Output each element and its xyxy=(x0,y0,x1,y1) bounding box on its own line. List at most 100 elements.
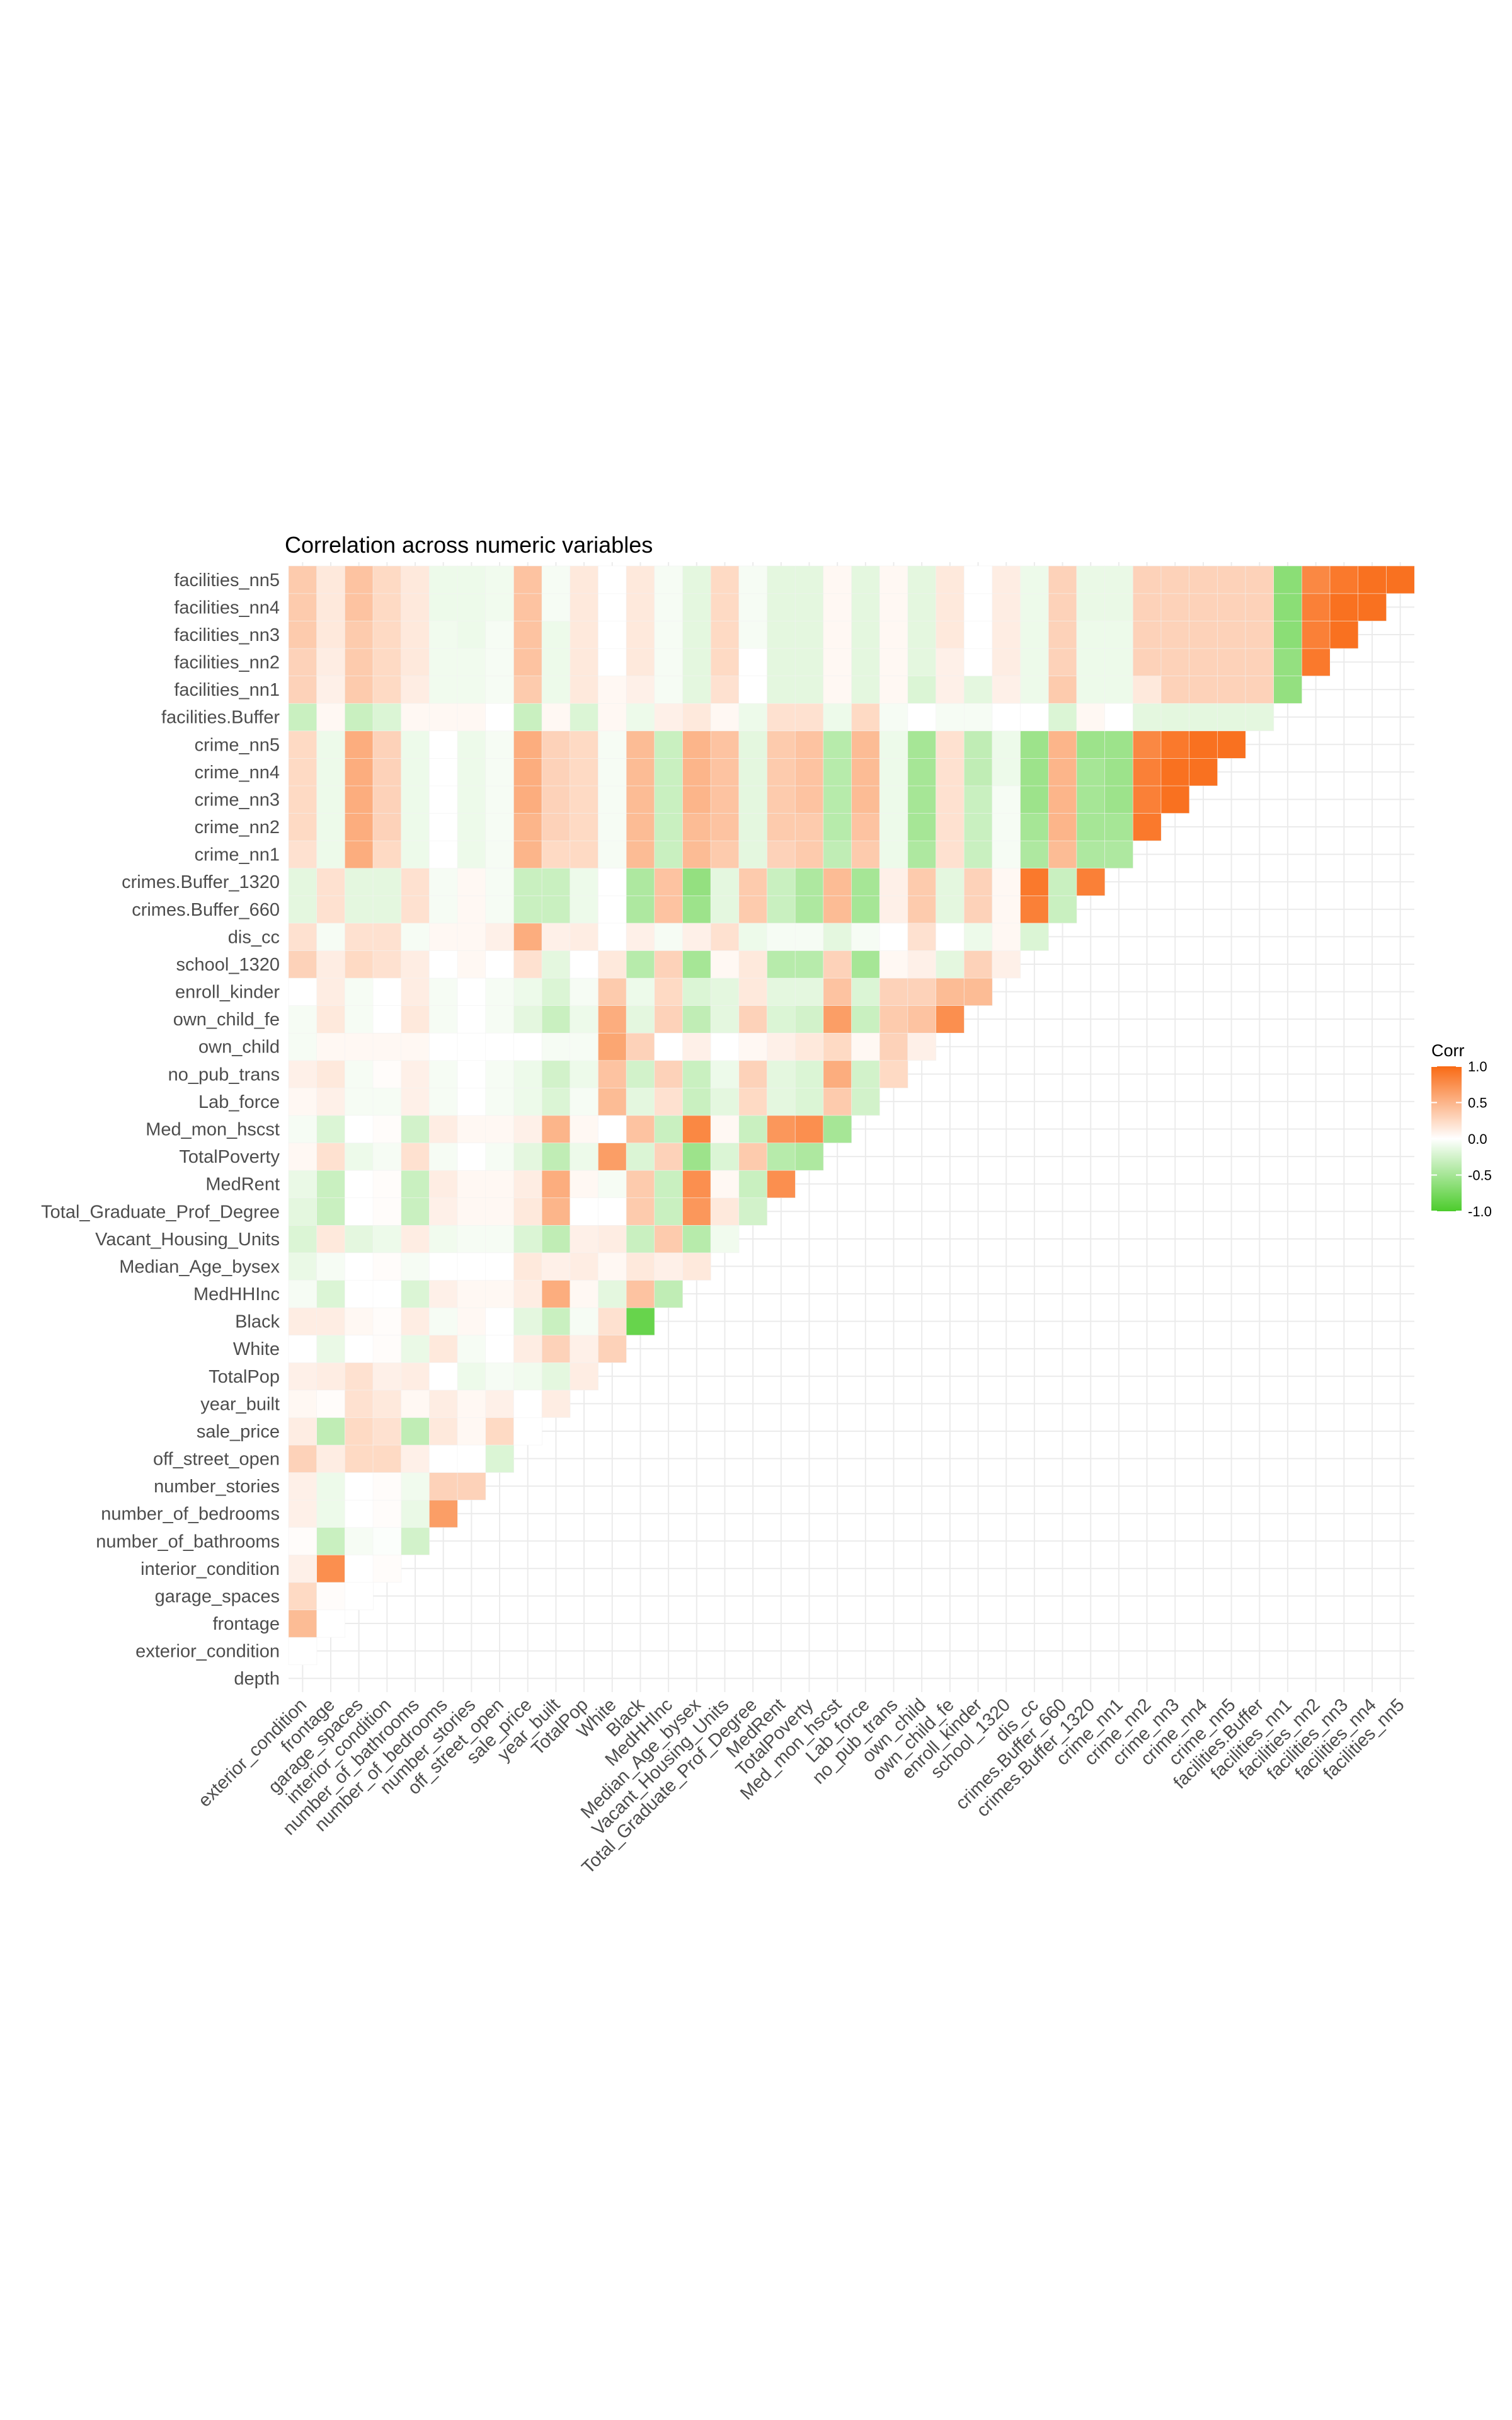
heatmap-cell xyxy=(992,840,1021,869)
heatmap-cell xyxy=(598,1224,627,1253)
heatmap-cell xyxy=(513,1087,542,1116)
heatmap-cell xyxy=(626,840,655,869)
heatmap-cell xyxy=(541,1032,571,1061)
heatmap-cell xyxy=(1273,565,1302,594)
heatmap-cell xyxy=(851,895,880,924)
heatmap-cell xyxy=(372,1417,402,1446)
heatmap-cell xyxy=(738,923,768,951)
heatmap-cell xyxy=(541,1390,571,1418)
heatmap-cell xyxy=(429,1115,458,1143)
heatmap-cell xyxy=(1160,620,1190,649)
heatmap-cell xyxy=(345,840,374,869)
legend-tick-label: -0.5 xyxy=(1468,1168,1492,1184)
heatmap-cell xyxy=(992,676,1021,704)
heatmap-cell xyxy=(316,1444,345,1473)
heatmap-cell xyxy=(485,758,514,786)
heatmap-cell xyxy=(879,1060,908,1088)
heatmap-cell xyxy=(936,895,965,924)
heatmap-cell xyxy=(570,923,599,951)
heatmap-cell xyxy=(1020,676,1049,704)
heatmap-cell xyxy=(654,758,684,786)
heatmap-cell xyxy=(794,620,824,649)
heatmap-cell xyxy=(541,1335,571,1363)
heatmap-cell xyxy=(1104,812,1133,841)
heatmap-cell xyxy=(570,648,599,676)
heatmap-cell xyxy=(907,703,937,732)
heatmap-cell xyxy=(738,758,768,786)
y-tick-label: dis_cc xyxy=(228,927,280,947)
heatmap-cell xyxy=(851,676,880,704)
heatmap-cell xyxy=(626,1032,655,1061)
heatmap-cell xyxy=(401,950,430,979)
heatmap-cell xyxy=(345,730,374,759)
heatmap-cell xyxy=(1160,730,1190,759)
heatmap-cell xyxy=(513,950,542,979)
heatmap-cell xyxy=(1020,840,1049,869)
heatmap-cell xyxy=(457,1032,486,1061)
heatmap-cell xyxy=(372,565,402,594)
heatmap-cell xyxy=(767,1032,796,1061)
heatmap-cell xyxy=(710,593,740,621)
heatmap-cell xyxy=(288,1472,318,1501)
heatmap-cell xyxy=(345,1527,374,1555)
heatmap-cell xyxy=(457,1060,486,1088)
heatmap-cell xyxy=(1245,565,1274,594)
heatmap-cell xyxy=(992,593,1021,621)
heatmap-cell xyxy=(372,1252,402,1281)
heatmap-cell xyxy=(710,895,740,924)
heatmap-cell xyxy=(457,950,486,979)
heatmap-cell xyxy=(288,1637,318,1666)
heatmap-cell xyxy=(372,676,402,704)
heatmap-cell xyxy=(879,812,908,841)
heatmap-cell xyxy=(794,730,824,759)
heatmap-cell xyxy=(401,1362,430,1391)
heatmap-cell xyxy=(626,923,655,951)
heatmap-cell xyxy=(1076,758,1106,786)
heatmap-cell xyxy=(598,1252,627,1281)
heatmap-cell xyxy=(1189,593,1218,621)
heatmap-cell xyxy=(316,1197,345,1226)
heatmap-cell xyxy=(429,977,458,1006)
chart-title: Correlation across numeric variables xyxy=(285,532,653,558)
heatmap-cell xyxy=(936,676,965,704)
heatmap-cell xyxy=(288,1087,318,1116)
heatmap-cell xyxy=(823,565,852,594)
heatmap-cell xyxy=(570,1060,599,1088)
heatmap-cell xyxy=(457,1224,486,1253)
heatmap-cell xyxy=(345,1307,374,1335)
heatmap-cell xyxy=(1189,648,1218,676)
heatmap-cell xyxy=(738,703,768,732)
heatmap-cell xyxy=(485,868,514,896)
heatmap-cell xyxy=(457,1390,486,1418)
heatmap-cell xyxy=(682,1087,711,1116)
heatmap-cell xyxy=(1048,565,1077,594)
heatmap-cell xyxy=(963,758,993,786)
heatmap-cell xyxy=(513,1005,542,1034)
heatmap-cell xyxy=(823,703,852,732)
heatmap-cell xyxy=(288,1307,318,1335)
heatmap-cell xyxy=(992,923,1021,951)
heatmap-cell xyxy=(457,1005,486,1034)
heatmap-cell xyxy=(823,648,852,676)
heatmap-cell xyxy=(1020,593,1049,621)
heatmap-cell xyxy=(626,620,655,649)
heatmap-cell xyxy=(767,1170,796,1199)
y-tick-label: Med_mon_hscst xyxy=(146,1120,280,1140)
heatmap-cell xyxy=(879,1032,908,1061)
heatmap-cell xyxy=(429,1252,458,1281)
heatmap-cell xyxy=(541,1170,571,1199)
heatmap-cell xyxy=(598,1087,627,1116)
heatmap-cell xyxy=(626,1087,655,1116)
heatmap-cell xyxy=(654,1087,684,1116)
heatmap-cell xyxy=(316,812,345,841)
heatmap-cell xyxy=(513,895,542,924)
heatmap-cell xyxy=(541,648,571,676)
heatmap-cell xyxy=(485,1279,514,1308)
heatmap-cell xyxy=(879,840,908,869)
heatmap-cell xyxy=(541,1197,571,1226)
heatmap-cell xyxy=(654,730,684,759)
y-tick-label: crime_nn4 xyxy=(195,763,280,783)
heatmap-cell xyxy=(710,703,740,732)
heatmap-cell xyxy=(429,565,458,594)
heatmap-cell xyxy=(372,1307,402,1335)
